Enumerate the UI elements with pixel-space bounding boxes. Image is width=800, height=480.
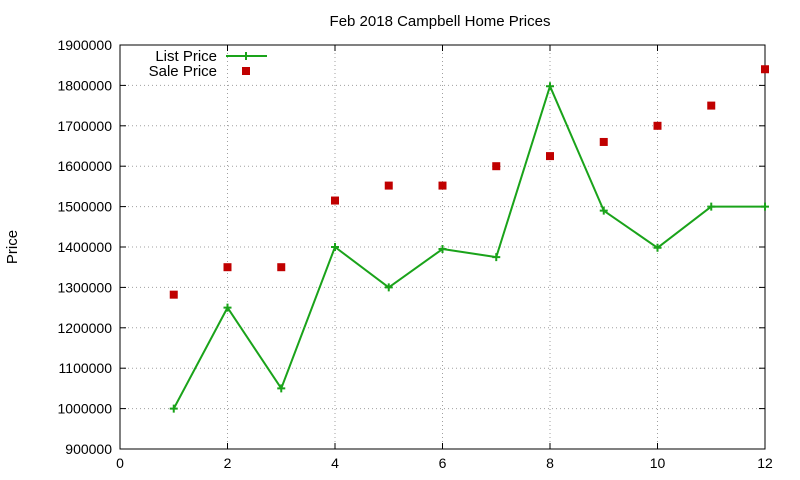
x-tick-label: 8 xyxy=(546,455,554,471)
y-tick-label: 1300000 xyxy=(57,279,112,295)
list-price-point xyxy=(546,82,554,91)
y-tick-label: 1400000 xyxy=(57,239,112,255)
list-price-point xyxy=(707,202,716,211)
y-tick-label: 1000000 xyxy=(57,401,112,417)
list-price-point xyxy=(653,243,662,252)
y-tick-label: 900000 xyxy=(65,441,112,457)
y-axis-title: Price xyxy=(4,230,21,264)
y-tick-label: 1900000 xyxy=(57,37,112,53)
list-price-point xyxy=(223,303,232,312)
chart-title: Feb 2018 Campbell Home Prices xyxy=(330,13,551,30)
sale-price-point xyxy=(599,137,608,146)
legend-label-sale-price: Sale Price xyxy=(149,63,217,80)
sale-price-point xyxy=(653,121,662,130)
x-tick-label: 4 xyxy=(331,455,339,471)
sale-price-point xyxy=(438,181,447,190)
grid xyxy=(120,45,765,449)
x-tick-label: 10 xyxy=(650,455,666,471)
sale-price-point xyxy=(384,181,393,190)
list-price-point xyxy=(331,243,339,251)
x-tick-label: 0 xyxy=(116,455,124,471)
x-tick-label: 2 xyxy=(224,455,232,471)
y-tick-label: 1500000 xyxy=(57,199,112,215)
y-tick-label: 1200000 xyxy=(57,320,112,336)
y-tick-label: 1100000 xyxy=(59,360,113,376)
x-tick-label: 12 xyxy=(757,455,773,471)
list-price-point xyxy=(277,384,286,393)
legend-label-list-price: List Price xyxy=(155,48,217,65)
sale-price-point xyxy=(223,263,232,272)
list-price-point xyxy=(492,253,501,262)
sale-price-point xyxy=(277,263,286,272)
series-layer xyxy=(169,65,769,413)
sale-price-point xyxy=(331,196,339,205)
x-tick-label: 6 xyxy=(439,455,447,471)
series-line-list-price xyxy=(172,85,765,410)
sale-price-point xyxy=(707,101,716,110)
y-axis: 900000 1000000 1100000 1200000 1300000 140000… xyxy=(57,37,765,457)
y-tick-label: 1800000 xyxy=(57,77,112,93)
sale-price-point xyxy=(169,290,178,299)
y-tick-label: 1700000 xyxy=(57,118,112,134)
list-price-point xyxy=(761,202,769,211)
legend-swatch-list-price-marker xyxy=(242,52,250,60)
sale-price-point xyxy=(546,152,554,161)
list-price-point xyxy=(169,404,178,413)
y-tick-label: 1600000 xyxy=(57,158,112,174)
list-price-point xyxy=(384,283,393,292)
list-price-point xyxy=(599,206,608,215)
sale-price-point xyxy=(492,162,501,171)
legend-swatch-sale-price-marker xyxy=(242,67,250,75)
legend: List Price Sale Price xyxy=(149,48,267,80)
list-price-point xyxy=(438,245,447,254)
x-axis: 0 2 4 6 8 10 12 xyxy=(116,45,773,471)
sale-price-point xyxy=(761,65,769,74)
